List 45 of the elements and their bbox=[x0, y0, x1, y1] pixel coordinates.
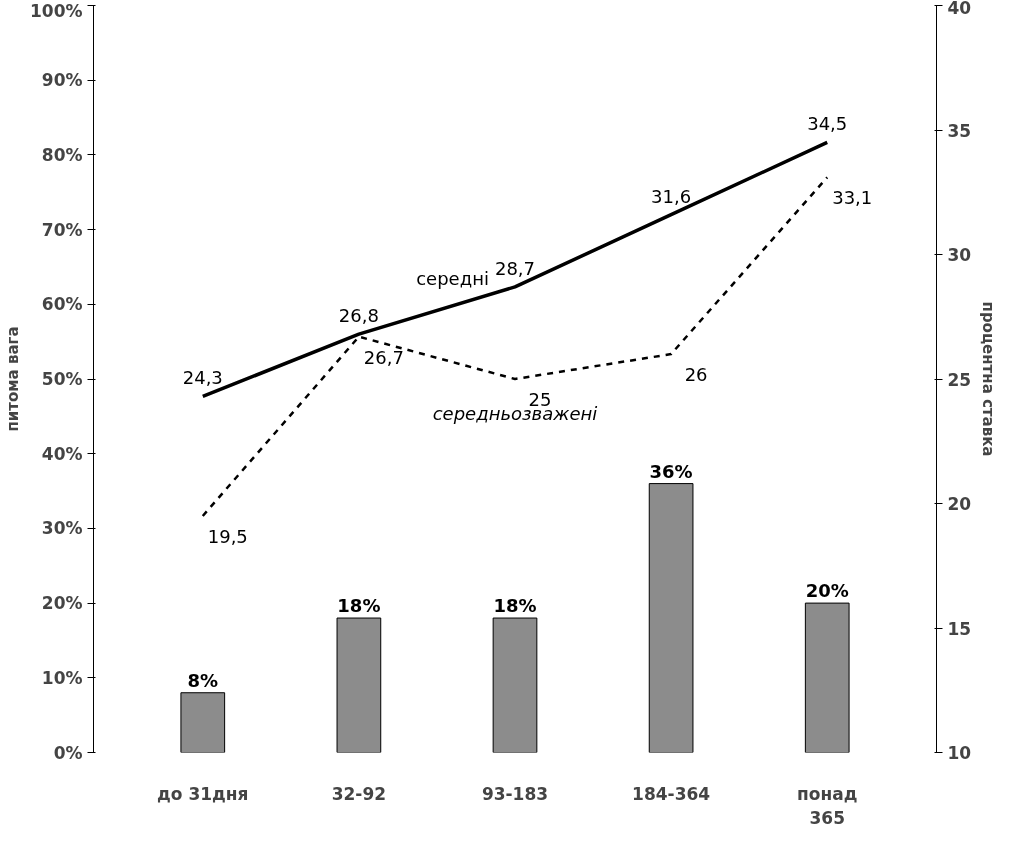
y-tick-label: 40% bbox=[41, 443, 83, 464]
data-label: 26,7 bbox=[363, 346, 404, 368]
y-tick-label: 90% bbox=[41, 70, 83, 91]
y2-tick-label: 10 bbox=[947, 743, 972, 763]
y-tick-label: 20% bbox=[41, 593, 83, 614]
y-axis-title: питома вага bbox=[3, 326, 22, 432]
data-label: 31,6 bbox=[651, 185, 692, 207]
data-label: 24,3 bbox=[182, 367, 223, 389]
x-tick-label: 184-364 bbox=[632, 783, 711, 804]
series-label: середні bbox=[416, 267, 489, 289]
y-tick-label: 30% bbox=[41, 518, 83, 539]
bar bbox=[492, 617, 538, 753]
y2-tick-label: 15 bbox=[947, 618, 972, 639]
data-label: 36% bbox=[649, 460, 693, 482]
y2-axis-title: процентна ставка bbox=[979, 301, 998, 457]
bar bbox=[804, 602, 850, 753]
y-tick-label: 70% bbox=[41, 219, 83, 240]
bar bbox=[336, 617, 382, 753]
data-label: 18% bbox=[493, 595, 537, 617]
x-tick-label: до 31дня bbox=[157, 783, 249, 804]
y2-tick-label: 40 bbox=[947, 0, 972, 18]
data-label: 33,1 bbox=[832, 187, 873, 209]
y-tick-label: 0% bbox=[53, 742, 83, 763]
y2-tick-label: 30 bbox=[947, 245, 972, 265]
y-tick-label: 80% bbox=[41, 144, 83, 165]
y-tick-label: 60% bbox=[41, 294, 83, 315]
data-label: 8% bbox=[187, 669, 219, 691]
y2-tick-label: 25 bbox=[947, 369, 972, 390]
x-tick-label: 93-183 bbox=[481, 783, 549, 804]
data-label: 34,5 bbox=[807, 113, 848, 135]
data-label: 19,5 bbox=[207, 525, 248, 547]
y2-tick-label: 20 bbox=[947, 494, 972, 514]
x-tick-label: понад 365 bbox=[797, 783, 858, 828]
y2-tick-label: 35 bbox=[947, 120, 972, 141]
data-label: 20% bbox=[805, 580, 849, 602]
bar bbox=[180, 692, 226, 753]
x-tick-label: 32-92 bbox=[331, 783, 387, 804]
data-label: 28,7 bbox=[494, 257, 536, 279]
y-tick-label: 50% bbox=[41, 369, 83, 389]
y-tick-label: 10% bbox=[41, 667, 83, 688]
data-label: 18% bbox=[337, 595, 381, 617]
y-tick-label: 100% bbox=[29, 0, 83, 21]
data-label: 26 bbox=[684, 364, 708, 386]
data-label: 26,8 bbox=[338, 305, 379, 327]
bar bbox=[648, 483, 694, 753]
